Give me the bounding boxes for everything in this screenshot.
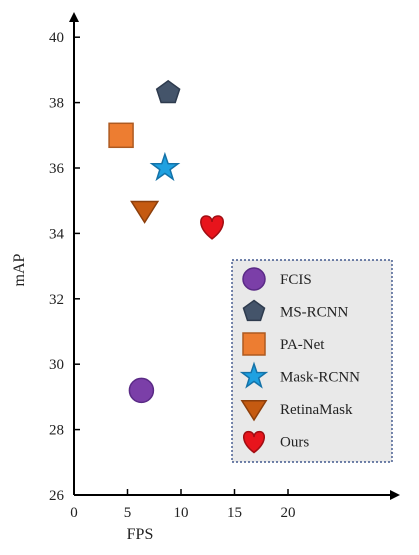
point-fcis bbox=[128, 377, 155, 404]
legend: FCIS MS-RCNN PA-Net Mask-RCNN RetinaMask Ours bbox=[231, 259, 393, 463]
legend-marker-ours bbox=[243, 430, 265, 454]
point-ours bbox=[200, 215, 224, 240]
legend-box bbox=[231, 259, 393, 463]
y-axis-label: mAP bbox=[11, 253, 28, 286]
y-tick-label: 28 bbox=[49, 423, 64, 439]
legend-label: PA-Net bbox=[280, 337, 325, 353]
x-tick-label: 15 bbox=[227, 505, 242, 521]
legend-label: FCIS bbox=[280, 272, 312, 288]
x-axis-arrow bbox=[390, 490, 400, 500]
y-tick-label: 30 bbox=[49, 357, 64, 373]
legend-label: Ours bbox=[280, 435, 309, 451]
point-retinamask bbox=[130, 200, 160, 224]
legend-label: RetinaMask bbox=[280, 402, 353, 418]
legend-marker-retinamask bbox=[240, 400, 268, 422]
y-tick-label: 26 bbox=[49, 488, 65, 504]
data-points bbox=[108, 79, 224, 404]
x-tick-label: 0 bbox=[70, 505, 78, 521]
legend-marker-mask-rcnn bbox=[239, 361, 269, 389]
axes: 26 28 30 32 34 36 38 40 0 5 10 15 20 bbox=[49, 12, 400, 521]
point-ms-rcnn bbox=[155, 79, 181, 104]
point-pa-net bbox=[108, 122, 134, 149]
legend-marker-ms-rcnn bbox=[242, 299, 266, 322]
x-axis-label: FPS bbox=[127, 526, 154, 543]
y-tick-label: 32 bbox=[49, 292, 64, 308]
point-mask-rcnn bbox=[149, 151, 181, 182]
y-tick-label: 34 bbox=[49, 226, 65, 242]
x-tick-label: 5 bbox=[124, 505, 132, 521]
y-tick-label: 36 bbox=[49, 161, 65, 177]
y-tick-label: 40 bbox=[49, 30, 64, 46]
legend-label: Mask-RCNN bbox=[280, 370, 360, 386]
legend-marker-pa-net bbox=[242, 332, 266, 356]
y-axis-arrow bbox=[69, 12, 79, 22]
legend-label: MS-RCNN bbox=[280, 305, 349, 321]
x-tick-label: 10 bbox=[174, 505, 189, 521]
x-tick-label: 20 bbox=[281, 505, 296, 521]
legend-marker-fcis bbox=[242, 267, 266, 291]
y-tick-label: 38 bbox=[49, 96, 64, 112]
